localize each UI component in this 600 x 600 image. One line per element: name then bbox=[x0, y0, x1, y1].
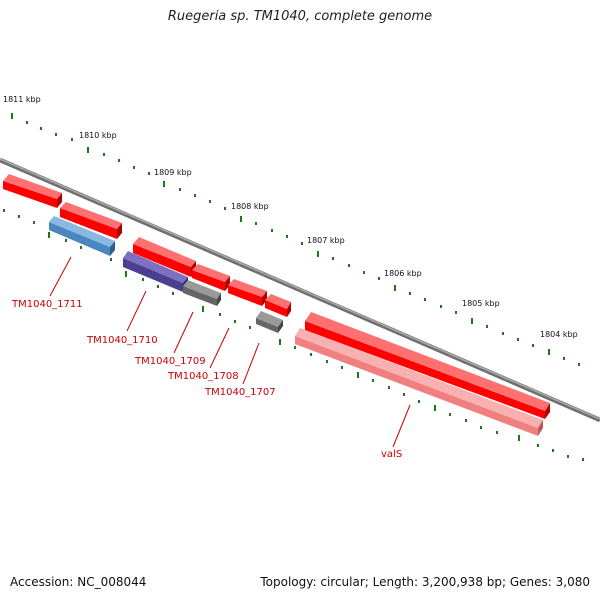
scale-tick-track-upper bbox=[11, 113, 580, 366]
gene-label-tm1040-1709[interactable]: TM1040_1709 bbox=[134, 356, 206, 367]
scale-label-1804: 1804 kbp bbox=[540, 330, 578, 339]
cds-feature-vals[interactable] bbox=[305, 312, 550, 419]
highlight-feature-pink[interactable] bbox=[295, 328, 543, 436]
cds-feature-tm1040-1710[interactable] bbox=[60, 202, 122, 239]
scale-tick-track-lower bbox=[3, 209, 584, 461]
gene-label-vals[interactable]: valS bbox=[381, 449, 402, 460]
scale-label-1809: 1809 kbp bbox=[154, 168, 192, 177]
genome-stats-text: Topology: circular; Length: 3,200,938 bp… bbox=[260, 575, 590, 589]
scale-label-1808: 1808 kbp bbox=[231, 202, 269, 211]
genome-backbone bbox=[0, 157, 600, 423]
highlight-feature-gray-2[interactable] bbox=[256, 311, 283, 333]
scale-label-1805: 1805 kbp bbox=[462, 299, 500, 308]
scale-labels: 1811 kbp 1810 kbp 1809 kbp 1808 kbp 1807… bbox=[3, 95, 578, 339]
scale-label-1811: 1811 kbp bbox=[3, 95, 41, 104]
label-leader-lines bbox=[49, 256, 411, 448]
highlight-feature-blue[interactable] bbox=[49, 216, 115, 256]
map-title: Ruegeria sp. TM1040, complete genome bbox=[167, 9, 433, 24]
cds-feature-tm1040-1708[interactable] bbox=[192, 264, 230, 291]
cds-feature-tm1040-1711[interactable] bbox=[3, 174, 62, 208]
scale-label-1806: 1806 kbp bbox=[384, 269, 422, 278]
accession-text: Accession: NC_008044 bbox=[10, 575, 147, 589]
cds-features bbox=[3, 174, 550, 419]
highlight-features bbox=[49, 216, 543, 436]
gene-labels: TM1040_1711 TM1040_1710 TM1040_1709 TM10… bbox=[11, 299, 402, 460]
scale-label-1807: 1807 kbp bbox=[307, 236, 345, 245]
scale-label-1810: 1810 kbp bbox=[79, 131, 117, 140]
gene-label-tm1040-1707[interactable]: TM1040_1707 bbox=[204, 387, 276, 398]
cds-feature-tm1040-1707[interactable] bbox=[228, 279, 267, 306]
gene-label-tm1040-1708[interactable]: TM1040_1708 bbox=[167, 371, 239, 382]
gene-label-tm1040-1710[interactable]: TM1040_1710 bbox=[86, 335, 158, 346]
highlight-feature-gray-1[interactable] bbox=[183, 280, 221, 306]
gene-label-tm1040-1711[interactable]: TM1040_1711 bbox=[11, 299, 83, 310]
cds-feature-small[interactable] bbox=[265, 294, 291, 317]
